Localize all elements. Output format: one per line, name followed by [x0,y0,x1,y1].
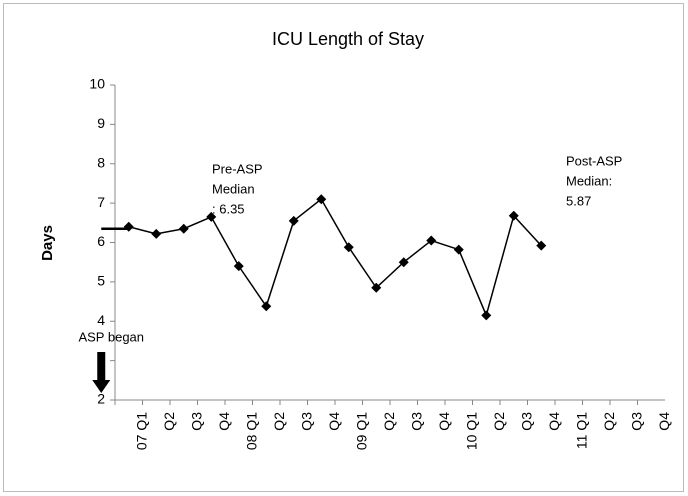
y-axis-title: Days [39,225,56,261]
median-label: Median [212,181,255,196]
data-point [453,244,464,255]
median-label: : 6.35 [212,201,245,216]
x-tick-label: 11 Q1 [573,412,589,449]
series-line [128,198,542,318]
data-point [206,211,217,222]
data-point [151,228,162,239]
x-tick-label: 08 Q1 [243,412,259,450]
data-point [398,257,409,268]
data-point [481,310,492,321]
data-point [426,235,437,246]
annotation-arrow [92,352,111,393]
data-point [343,242,354,253]
x-tick-label: Q4 [546,412,562,431]
y-tick-label: 8 [97,154,105,170]
data-point [123,221,134,232]
x-tick-label: Q3 [628,412,644,431]
y-tick-label: 10 [89,76,105,92]
median-label: 5.87 [566,193,591,208]
data-point [178,223,189,234]
x-tick-label: Q3 [188,412,204,431]
x-tick-label: Q2 [271,412,287,431]
x-tick-label: Q4 [436,412,452,431]
x-tick-label: 10 Q1 [463,412,479,450]
data-point [288,215,299,226]
median-label: Pre-ASP [212,161,263,176]
x-tick-label: Q3 [298,412,314,431]
data-point [536,240,547,251]
y-tick-label: 5 [97,273,105,289]
data-point [316,194,327,205]
x-tick-label: Q2 [381,412,397,431]
x-tick-label: Q4 [656,412,672,431]
chart-border [3,3,684,492]
x-tick-label: Q2 [161,412,177,431]
median-label: Post-ASP [566,153,622,168]
x-tick-label: Q3 [518,412,534,431]
y-tick-label: 7 [97,194,105,210]
data-point [233,261,244,272]
x-tick-label: Q4 [326,412,342,431]
x-tick-label: Q2 [491,412,507,431]
median-label: Median: [566,173,612,188]
x-tick-label: Q3 [408,412,424,431]
annotation-label: ASP began [78,329,144,344]
x-tick-label: Q2 [601,412,617,431]
y-tick-label: 9 [97,115,105,131]
chart-title: ICU Length of Stay [272,29,424,49]
y-tick-label: 6 [97,233,105,249]
x-tick-label: Q4 [216,412,232,431]
data-point [261,301,272,312]
data-point [371,282,382,293]
y-tick-label: 2 [97,391,105,407]
y-tick-label: 4 [97,312,105,328]
x-tick-label: 09 Q1 [353,412,369,450]
data-point [508,210,519,221]
x-tick-label: 07 Q1 [133,412,149,450]
